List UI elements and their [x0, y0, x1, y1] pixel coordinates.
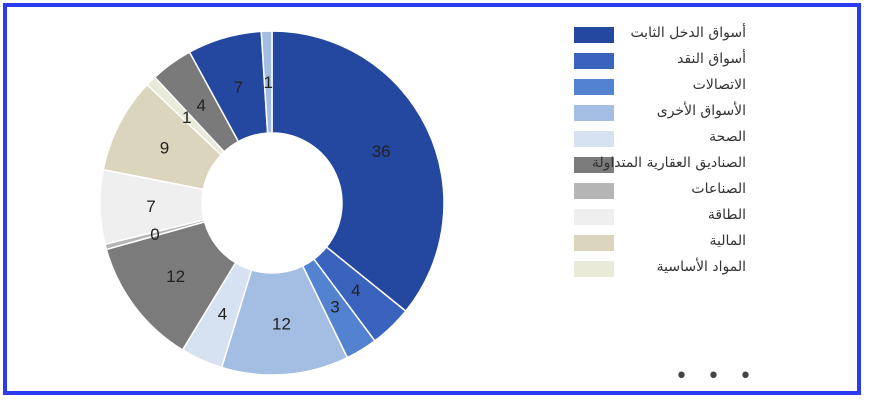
legend-label: المالية [709, 233, 746, 249]
slice-value-label: 12 [272, 315, 291, 334]
slice-value-label: 4 [351, 281, 360, 300]
legend-swatch [574, 53, 614, 69]
legend-label: الصناديق العقارية المتداولة [591, 155, 746, 171]
slice-value-label: 7 [146, 197, 155, 216]
legend-item[interactable]: المالية [572, 230, 832, 256]
legend-label: الطاقة [707, 207, 746, 223]
legend-item[interactable]: الاتصالات [572, 74, 832, 100]
slice-value-label: 0 [150, 225, 159, 244]
legend-swatch [574, 79, 614, 95]
legend-label: الأسواق الأخرى [656, 103, 746, 119]
legend-swatch [574, 183, 614, 199]
legend-label: المواد الأساسية [656, 259, 746, 275]
legend-swatch [574, 209, 614, 225]
slice-value-label: 7 [234, 78, 243, 97]
legend-swatch [574, 105, 614, 121]
legend-swatch [574, 235, 614, 251]
slice-value-label: 1 [182, 108, 191, 127]
slice-value-label: 4 [218, 304, 227, 323]
legend-item[interactable]: الصحة [572, 126, 832, 152]
slice-value-label: 4 [196, 96, 205, 115]
chart-legend: أسواق الدخل الثابت أسواق النقد الاتصالات ال… [572, 22, 832, 282]
legend-label: أسواق النقد [677, 51, 746, 67]
legend-swatch [574, 131, 614, 147]
legend-item[interactable]: الصناديق العقارية المتداولة [572, 152, 832, 178]
slice-value-label: 36 [372, 142, 391, 161]
legend-label: الصناعات [691, 181, 746, 197]
slice-value-label: 12 [166, 267, 185, 286]
legend-item[interactable]: الطاقة [572, 204, 832, 230]
legend-item[interactable]: أسواق الدخل الثابت [572, 22, 832, 48]
legend-item[interactable]: المواد الأساسية [572, 256, 832, 282]
slice-value-label: 3 [330, 297, 339, 316]
donut-slice[interactable] [271, 30, 445, 313]
legend-item[interactable]: الأسواق الأخرى [572, 100, 832, 126]
legend-label: الصحة [709, 129, 746, 145]
donut-slices [99, 30, 445, 376]
legend-swatch [574, 261, 614, 277]
legend-label: أسواق الدخل الثابت [630, 25, 746, 41]
slice-value-label: 9 [160, 138, 169, 157]
legend-more-indicator[interactable]: • • • [675, 364, 758, 389]
legend-swatch [574, 27, 614, 43]
legend-label: الاتصالات [692, 77, 746, 93]
legend-item[interactable]: الصناعات [572, 178, 832, 204]
donut-slice[interactable] [260, 30, 273, 134]
legend-item[interactable]: أسواق النقد [572, 48, 832, 74]
legend-swatch [574, 157, 614, 173]
slice-value-label: 1 [263, 73, 272, 92]
